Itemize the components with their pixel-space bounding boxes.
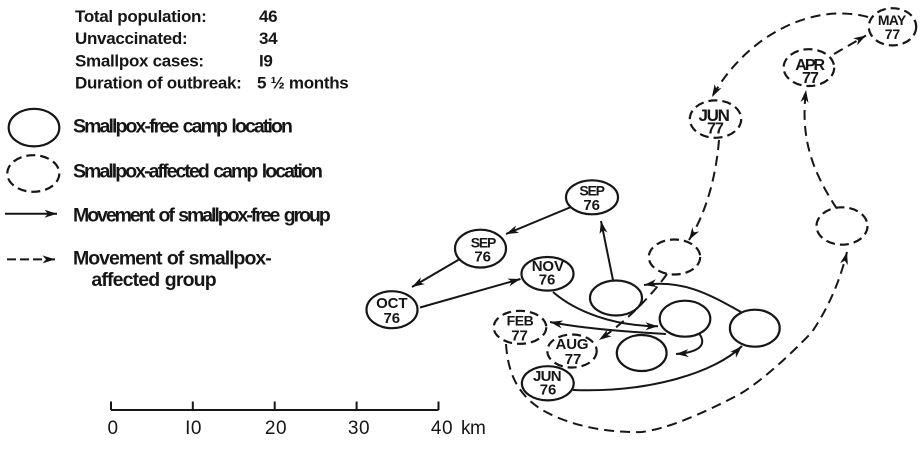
svg-text:76: 76: [539, 272, 556, 289]
svg-text:77: 77: [565, 351, 582, 368]
svg-text:76: 76: [540, 381, 557, 398]
svg-text:JUN: JUN: [698, 106, 729, 125]
svg-text:46: 46: [259, 7, 277, 26]
svg-text:SEP: SEP: [471, 234, 496, 250]
svg-text:76: 76: [474, 248, 491, 265]
svg-text:Unvaccinated:: Unvaccinated:: [75, 29, 187, 48]
svg-text:30: 30: [348, 418, 370, 439]
svg-text:76: 76: [384, 310, 401, 327]
svg-text:Smallpox-affected camp locatio: Smallpox-affected camp location: [73, 161, 322, 183]
svg-text:SEP: SEP: [579, 182, 604, 198]
svg-text:34: 34: [259, 29, 278, 48]
svg-text:77: 77: [511, 327, 528, 344]
svg-text:OCT: OCT: [376, 295, 407, 312]
svg-text:Smallpox cases:: Smallpox cases:: [75, 52, 204, 71]
svg-text:Movement of smallpox-: Movement of smallpox-: [73, 248, 271, 270]
svg-text:APR: APR: [795, 57, 825, 74]
svg-text:I0: I0: [185, 418, 202, 439]
svg-text:NOV: NOV: [532, 258, 564, 275]
svg-text:5 ½ months: 5 ½ months: [257, 74, 348, 93]
svg-text:40: 40: [431, 418, 453, 439]
svg-text:JUN: JUN: [533, 368, 561, 385]
svg-text:FEB: FEB: [507, 312, 534, 328]
svg-text:Movement of smallpox-free grou: Movement of smallpox-free group: [73, 205, 331, 227]
svg-text:AUG: AUG: [555, 336, 588, 353]
svg-text:76: 76: [583, 197, 600, 214]
svg-text:Smallpox-free camp location: Smallpox-free camp location: [73, 116, 292, 138]
svg-text:20: 20: [265, 418, 287, 439]
svg-text:I9: I9: [259, 52, 273, 71]
svg-text:Total population:: Total population:: [75, 7, 207, 26]
svg-text:MAY: MAY: [878, 12, 907, 28]
svg-text:77: 77: [802, 70, 819, 87]
svg-text:77: 77: [885, 26, 901, 42]
svg-text:0: 0: [107, 418, 118, 439]
svg-text:km: km: [461, 418, 485, 439]
svg-text:affected group: affected group: [91, 269, 216, 291]
svg-text:Duration of outbreak:: Duration of outbreak:: [75, 74, 242, 93]
svg-text:77: 77: [707, 121, 724, 138]
